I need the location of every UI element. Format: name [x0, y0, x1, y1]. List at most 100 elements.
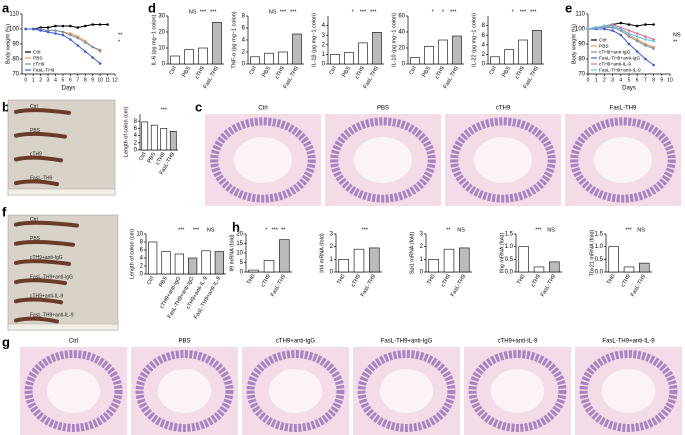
- photo-label: PBS: [30, 236, 41, 242]
- bar: [533, 266, 545, 273]
- photo-label: FasL-TH9: [30, 175, 52, 181]
- y-tick-label: 1: [330, 257, 334, 263]
- y-tick-label: 0: [162, 62, 166, 68]
- point: [644, 35, 647, 38]
- y-tick-label: 10: [136, 232, 143, 238]
- y-tick-label: 6: [140, 248, 144, 254]
- y-tick-label: 110: [9, 12, 19, 18]
- y-tick-label: 20: [398, 46, 405, 52]
- point: [46, 26, 50, 29]
- point: [627, 29, 631, 32]
- bar: [170, 55, 180, 65]
- ruler: [7, 188, 116, 196]
- y-tick-label: 60: [398, 14, 405, 20]
- y-axis-label: TNF-α (pg mg−1 colon): [231, 11, 237, 68]
- bar: [369, 247, 380, 273]
- significance: *: [442, 9, 445, 15]
- y-tick-label: 1.5: [505, 232, 514, 238]
- photo-label: PBS: [30, 128, 41, 134]
- point: [61, 30, 65, 34]
- point: [652, 39, 655, 43]
- y-tick-label: 0: [242, 62, 246, 68]
- bar: [279, 239, 290, 273]
- significance: ***: [362, 227, 369, 233]
- y-tick-label: 0: [402, 62, 406, 68]
- y-tick-label: 40: [398, 30, 405, 36]
- bar: [338, 259, 349, 273]
- y-tick-label: 3: [322, 33, 326, 39]
- x-tick-label: 11: [105, 77, 110, 83]
- bar: [490, 56, 500, 65]
- y-tick-label: 4: [134, 133, 138, 139]
- x-tick-label: PBS: [341, 65, 352, 78]
- histology-label: FasL-TH9: [610, 106, 637, 112]
- panel-label: a: [2, 0, 10, 15]
- point: [91, 56, 94, 59]
- legend-label: FasL-TH9: [33, 67, 55, 73]
- x-tick-label: PBS: [147, 151, 158, 164]
- x-tick-label: Ctrl: [169, 66, 178, 76]
- significance: *: [432, 9, 435, 15]
- lumen: [490, 369, 545, 413]
- bar: [248, 269, 259, 273]
- x-tick-label: Ctrl: [409, 66, 418, 76]
- legend-label: cTH9+anti-IgG: [599, 49, 631, 55]
- x-tick-label: 9: [91, 77, 94, 83]
- significance: ***: [530, 9, 537, 15]
- bar: [504, 49, 514, 65]
- significance: NS: [547, 227, 555, 233]
- histology-label: FasL-TH9+anti-IgG: [381, 339, 433, 345]
- y-tick-label: 8: [134, 119, 138, 125]
- significance: *: [265, 227, 268, 233]
- bar: [639, 262, 650, 273]
- photo-label: Ctrl: [30, 104, 38, 110]
- point: [31, 27, 35, 31]
- x-tick-label: 5: [62, 77, 65, 83]
- y-axis-label: Il9 mRNA (fold): [229, 234, 235, 271]
- point: [61, 24, 65, 28]
- y-tick-label: 0.5: [505, 257, 514, 263]
- y-tick-label: 20: [236, 232, 243, 238]
- point: [619, 33, 623, 37]
- significance: *: [352, 9, 355, 15]
- lumen: [268, 369, 323, 413]
- colon: [14, 131, 67, 139]
- bar: [459, 247, 470, 273]
- histology-label: FasL-TH9+anti-IL-9: [602, 339, 655, 345]
- histology-label: cTH9+anti-IL-9: [498, 339, 539, 345]
- point: [652, 63, 655, 67]
- y-axis-label: IL-22 (pg mg−1 colon): [471, 13, 477, 67]
- point: [61, 33, 65, 37]
- y-tick-label: 0.5: [595, 257, 604, 263]
- y-tick-label: 4: [482, 42, 486, 48]
- point: [91, 45, 94, 49]
- x-tick-label: cTH9: [194, 66, 206, 80]
- y-tick-label: 5: [240, 260, 244, 266]
- bar: [549, 261, 560, 273]
- bar: [518, 39, 528, 65]
- y-tick-label: 30: [158, 14, 165, 20]
- y-tick-label: 110: [575, 12, 585, 18]
- significance: *: [512, 9, 515, 15]
- panel-label: h: [232, 219, 240, 234]
- bar: [452, 35, 462, 65]
- photo-label: FasL-TH9+anti-IL-9: [30, 313, 74, 319]
- bar: [292, 33, 302, 65]
- y-tick-label: 0.0: [595, 270, 604, 276]
- y-tick-label: 8: [482, 23, 486, 29]
- y-tick-label: 4: [140, 256, 144, 262]
- y-axis-label: Length of colon (cm): [129, 229, 135, 279]
- point: [76, 36, 80, 40]
- colon-section: [450, 117, 556, 203]
- legend-label: PBS: [33, 55, 43, 61]
- point: [76, 44, 80, 47]
- x-tick-label: PBS: [501, 65, 512, 78]
- bar: [214, 251, 224, 275]
- colon-photo: [7, 99, 116, 196]
- y-tick-label: 0: [330, 270, 334, 276]
- y-tick-label: 0: [134, 148, 138, 154]
- significance: ***: [535, 227, 542, 233]
- point: [635, 50, 639, 53]
- x-tick-label: PBS: [421, 65, 432, 78]
- point: [635, 24, 639, 28]
